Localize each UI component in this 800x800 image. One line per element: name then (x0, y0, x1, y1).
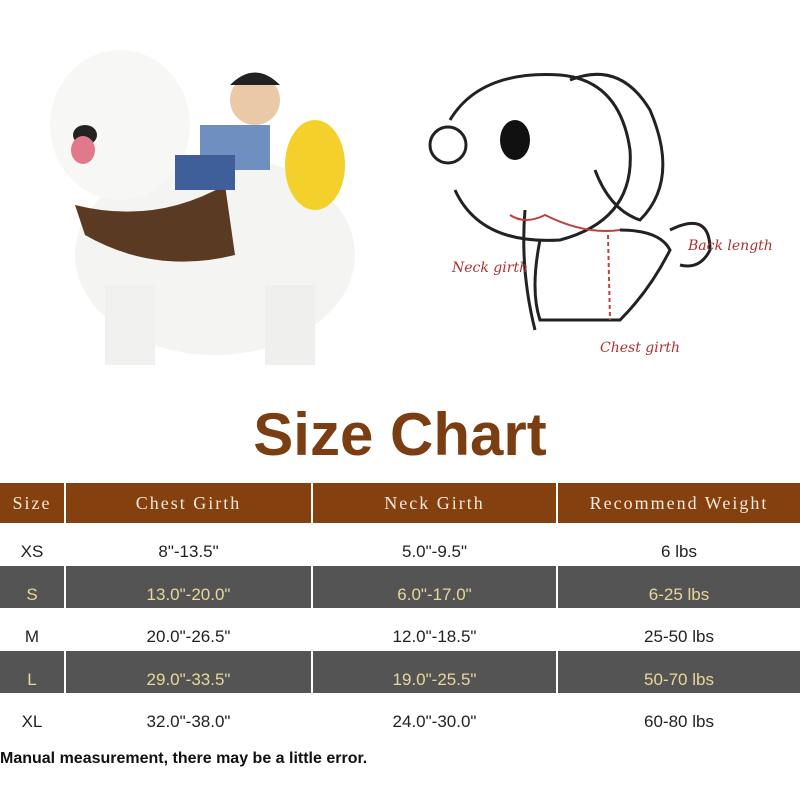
cell-chest: 20.0"-26.5" (146, 627, 231, 646)
table-header: Size Chest Girth Neck Girth Recommend We… (0, 483, 800, 523)
cell-chest: 32.0"-38.0" (146, 712, 231, 731)
cell-weight: 60-80 lbs (644, 712, 714, 731)
cell-weight: 25-50 lbs (644, 627, 714, 646)
table-row: L 29.0"-33.5" 19.0"-25.5" 50-70 lbs (0, 651, 800, 693)
chest-girth-label: Chest girth (600, 340, 680, 356)
table-row: XL 32.0"-38.0" 24.0"-30.0" 60-80 lbs (0, 693, 800, 735)
cell-size: XS (20, 542, 44, 561)
cell-neck: 5.0"-9.5" (402, 542, 467, 561)
back-length-label: Back length (687, 238, 773, 254)
cell-weight: 6-25 lbs (558, 566, 800, 608)
cell-chest: 29.0"-33.5" (66, 651, 311, 693)
dog-costume-photo (50, 50, 355, 365)
cell-size: M (24, 627, 40, 646)
cell-chest: 13.0"-20.0" (66, 566, 311, 608)
cell-neck: 6.0"-17.0" (313, 566, 556, 608)
measurement-note: Manual measurement, there may be a littl… (0, 750, 368, 767)
header-recommend-weight: Recommend Weight (558, 483, 800, 523)
header-size: Size (0, 483, 64, 523)
cell-neck: 19.0"-25.5" (313, 651, 556, 693)
cell-size: S (0, 566, 64, 608)
measurement-diagram: Neck girth Back length Chest girth (428, 72, 773, 356)
cell-weight: 50-70 lbs (558, 651, 800, 693)
cell-neck: 24.0"-30.0" (392, 712, 477, 731)
cell-size: XL (21, 712, 43, 731)
cell-neck: 12.0"-18.5" (392, 627, 477, 646)
cell-size: L (0, 651, 64, 693)
neck-girth-label: Neck girth (451, 260, 528, 276)
header-neck-girth: Neck Girth (313, 483, 556, 523)
table-row: M 20.0"-26.5" 12.0"-18.5" 25-50 lbs (0, 608, 800, 650)
table-row: S 13.0"-20.0" 6.0"-17.0" 6-25 lbs (0, 566, 800, 608)
header-chest-girth: Chest Girth (66, 483, 311, 523)
cell-chest: 8"-13.5" (158, 542, 219, 561)
table-row: XS 8"-13.5" 5.0"-9.5" 6 lbs (0, 523, 800, 565)
page-title: Size Chart (253, 401, 547, 468)
cell-weight: 6 lbs (661, 542, 697, 561)
